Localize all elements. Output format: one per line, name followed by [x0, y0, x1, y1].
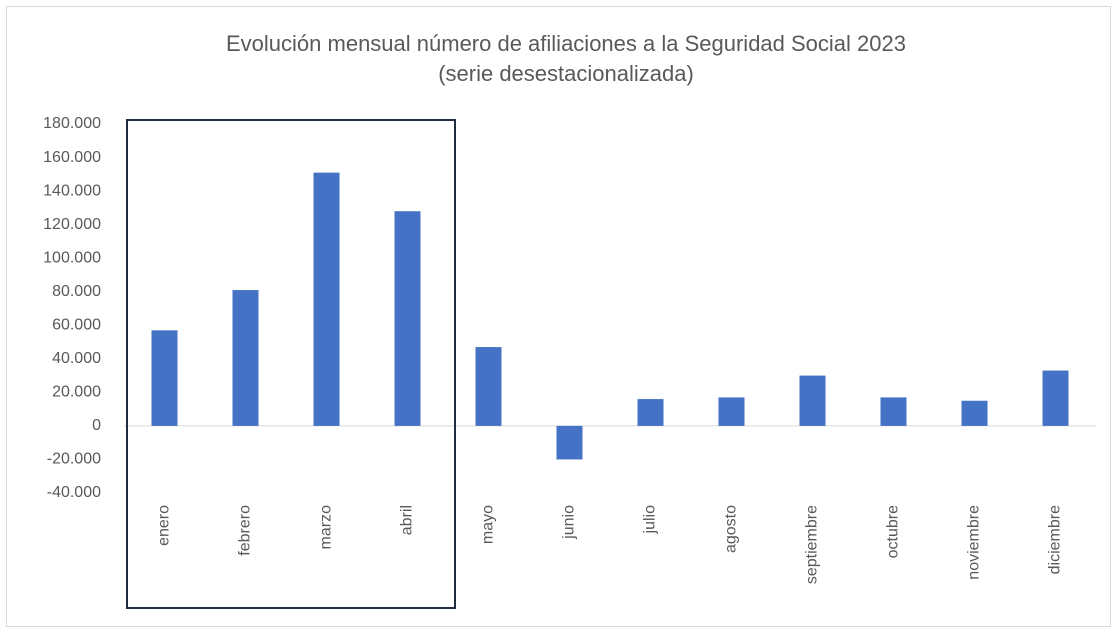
bar — [1042, 370, 1069, 426]
y-tick-label: 160.000 — [43, 149, 101, 166]
highlight-box — [126, 119, 456, 609]
x-tick-label: abril — [399, 505, 416, 535]
y-tick-label: 180.000 — [43, 115, 101, 132]
y-tick-label: 40.000 — [52, 350, 101, 367]
bar — [313, 172, 340, 426]
bar — [718, 397, 745, 426]
y-tick-label: 100.000 — [43, 249, 101, 266]
bar — [799, 375, 826, 426]
bar — [637, 399, 664, 426]
y-tick-label: 120.000 — [43, 216, 101, 233]
x-tick-label: julio — [642, 505, 659, 535]
x-tick-label: junio — [561, 505, 578, 540]
bar — [475, 347, 502, 426]
bar — [151, 330, 178, 426]
y-tick-label: -40.000 — [47, 484, 101, 501]
chart-title: Evolución mensual número de afiliaciones… — [226, 31, 906, 56]
y-tick-label: 140.000 — [43, 182, 101, 199]
x-tick-label: marzo — [318, 505, 335, 550]
x-tick-label: mayo — [480, 505, 497, 544]
chart-border — [6, 6, 1111, 627]
bar — [394, 211, 421, 426]
x-tick-label: septiembre — [804, 505, 821, 584]
x-tick-label: enero — [156, 505, 173, 546]
x-tick-label: octubre — [885, 505, 902, 558]
x-tick-label: agosto — [723, 505, 740, 553]
chart-subtitle: (serie desestacionalizada) — [438, 61, 694, 86]
y-tick-label: 60.000 — [52, 316, 101, 333]
x-tick-label: febrero — [237, 505, 254, 556]
y-tick-label: 80.000 — [52, 283, 101, 300]
bar — [232, 290, 259, 426]
bar — [556, 425, 583, 460]
bar — [880, 397, 907, 426]
y-tick-label: 20.000 — [52, 384, 101, 401]
x-tick-label: noviembre — [966, 505, 983, 580]
x-tick-label: diciembre — [1047, 505, 1064, 574]
y-tick-label: -20.000 — [47, 451, 101, 468]
bar — [961, 400, 988, 426]
y-tick-label: 0 — [92, 417, 101, 434]
